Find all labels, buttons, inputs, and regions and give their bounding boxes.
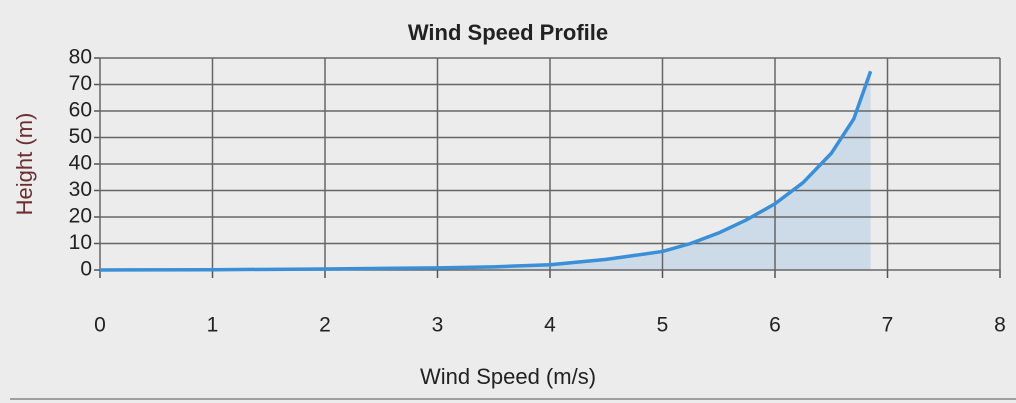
y-tick-label: 0 xyxy=(80,258,92,281)
y-tick-label: 60 xyxy=(69,99,92,122)
y-axis-label: Height (m) xyxy=(12,113,37,216)
x-tick-label: 6 xyxy=(769,314,781,337)
y-tick-label: 70 xyxy=(69,72,92,95)
y-tick-label: 50 xyxy=(69,125,92,148)
x-tick-label: 4 xyxy=(544,314,556,337)
x-tick-label: 7 xyxy=(882,314,894,337)
x-tick-label: 2 xyxy=(319,314,331,337)
x-tick-label: 8 xyxy=(994,314,1006,337)
x-axis-label: Wind Speed (m/s) xyxy=(420,364,596,389)
x-tick-label: 1 xyxy=(207,314,219,337)
y-tick-label: 10 xyxy=(69,231,92,254)
chart-title: Wind Speed Profile xyxy=(408,20,608,45)
y-tick-label: 40 xyxy=(69,152,92,175)
line xyxy=(99,70,873,272)
y-tick-label: 80 xyxy=(69,46,92,69)
x-tick-label: 3 xyxy=(432,314,444,337)
y-tick-label: 30 xyxy=(69,178,92,201)
x-tick-label: 5 xyxy=(657,314,669,337)
x-tick-label: 0 xyxy=(94,314,106,337)
area-fill xyxy=(100,71,871,270)
y-tick-label: 20 xyxy=(69,205,92,228)
